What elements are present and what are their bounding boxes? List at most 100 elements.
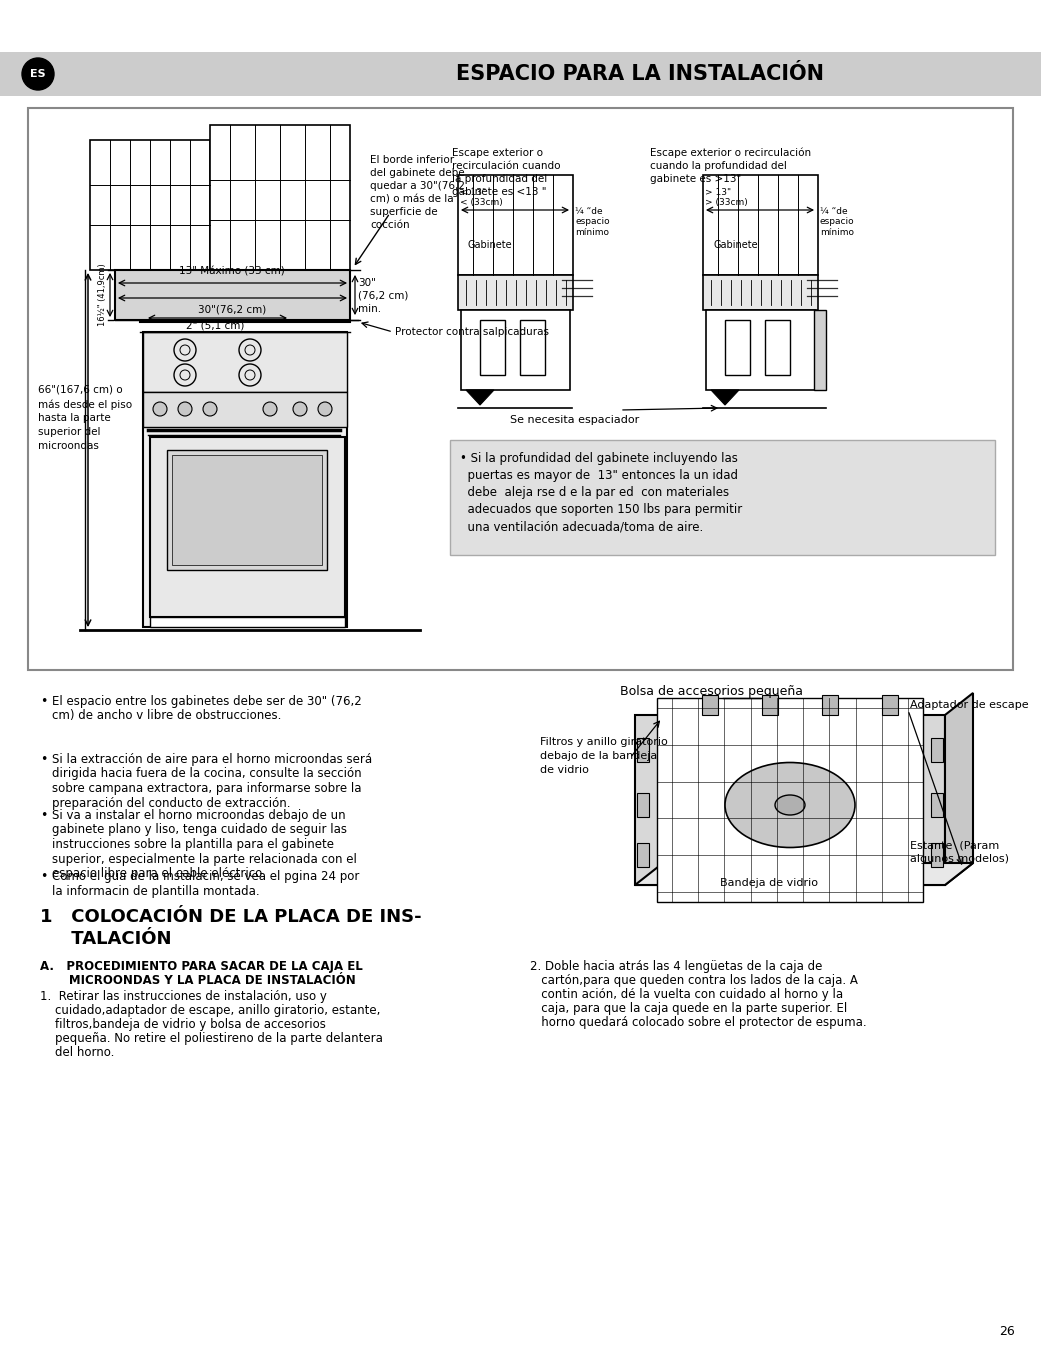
Text: filtros,bandeja de vidrio y bolsa de accesorios: filtros,bandeja de vidrio y bolsa de acc… [40, 1018, 326, 1031]
Bar [703, 275, 818, 310]
Bar [172, 455, 322, 565]
Bar [931, 843, 943, 867]
Text: 30"(76,2 cm): 30"(76,2 cm) [198, 305, 266, 316]
Bar [762, 695, 778, 715]
Bar [882, 695, 898, 715]
Text: preparación del conducto de extracción.: preparación del conducto de extracción. [52, 796, 290, 809]
Polygon shape [635, 715, 945, 885]
Text: hasta la parte: hasta la parte [39, 413, 110, 424]
Bar [706, 310, 815, 390]
Text: 26: 26 [999, 1325, 1015, 1338]
Text: 1.  Retirar las instrucciones de instalación, uso y: 1. Retirar las instrucciones de instalac… [40, 990, 327, 1004]
Text: sobre campana extractora, para informarse sobre la: sobre campana extractora, para informars… [52, 782, 361, 795]
Bar [450, 440, 995, 554]
Text: Si la extracción de aire para el horno microondas será: Si la extracción de aire para el horno m… [52, 753, 372, 766]
Bar [637, 738, 649, 762]
Text: la informacin de plantilla montada.: la informacin de plantilla montada. [52, 885, 259, 897]
Text: •: • [40, 695, 48, 708]
Bar [702, 695, 718, 715]
Text: Protector contra salpicaduras: Protector contra salpicaduras [395, 326, 549, 337]
Text: 16½" (41,9cm): 16½" (41,9cm) [98, 263, 107, 326]
Text: MICROONDAS Y LA PLACA DE INSTALACIÓN: MICROONDAS Y LA PLACA DE INSTALACIÓN [40, 974, 356, 987]
Polygon shape [945, 693, 973, 885]
Ellipse shape [725, 762, 855, 847]
Bar [115, 270, 350, 320]
Text: Escape exterior o recirculación: Escape exterior o recirculación [650, 148, 811, 158]
Text: superficie de: superficie de [370, 206, 437, 217]
Text: instrucciones sobre la plantilla para el gabinete: instrucciones sobre la plantilla para el… [52, 838, 334, 851]
Text: caja, para que la caja quede en la parte superior. El: caja, para que la caja quede en la parte… [530, 1002, 847, 1014]
Text: Bandeja de vidrio: Bandeja de vidrio [720, 878, 818, 888]
Bar [822, 695, 838, 715]
Text: •: • [40, 870, 48, 884]
Text: espacio libre para el cable eléctrico.: espacio libre para el cable eléctrico. [52, 867, 265, 880]
Bar [703, 175, 818, 275]
Text: gabinete es <13 ": gabinete es <13 " [452, 188, 547, 197]
Text: Adaptador de escape: Adaptador de escape [910, 700, 1029, 710]
Bar [150, 437, 345, 616]
Text: contin ación, dé la vuelta con cuidado al horno y la: contin ación, dé la vuelta con cuidado a… [530, 987, 843, 1001]
Text: cm) de ancho v libre de obstrucciones.: cm) de ancho v libre de obstrucciones. [52, 710, 281, 723]
Text: Como el gua de la instalacin, se vea el pgina 24 por: Como el gua de la instalacin, se vea el … [52, 870, 359, 884]
Bar [461, 310, 570, 390]
Text: 2. Doble hacia atrás las 4 lengüetas de la caja de: 2. Doble hacia atrás las 4 lengüetas de … [530, 960, 822, 973]
Text: debajo de la bandeja: debajo de la bandeja [540, 751, 657, 761]
Text: El espacio entre los gabinetes debe ser de 30" (76,2: El espacio entre los gabinetes debe ser … [52, 695, 362, 708]
Text: gabinete plano y liso, tenga cuidado de seguir las: gabinete plano y liso, tenga cuidado de … [52, 823, 347, 836]
Circle shape [318, 402, 332, 415]
Text: pequeña. No retire el poliestireno de la parte delantera: pequeña. No retire el poliestireno de la… [40, 1032, 383, 1045]
Text: min.: min. [358, 304, 381, 314]
Bar [480, 320, 505, 375]
Bar [90, 140, 210, 270]
Bar [725, 320, 750, 375]
Text: Escape exterior o: Escape exterior o [452, 148, 543, 158]
Polygon shape [657, 697, 923, 902]
Text: El borde inferior: El borde inferior [370, 155, 454, 165]
Bar [814, 310, 826, 390]
Text: Bolsa de accesorios pequeña: Bolsa de accesorios pequeña [620, 685, 803, 697]
Bar [167, 451, 327, 571]
Text: A.   PROCEDIMIENTO PARA SACAR DE LA CAJA EL: A. PROCEDIMIENTO PARA SACAR DE LA CAJA E… [40, 960, 362, 973]
Text: 66"(167,6 cm) o: 66"(167,6 cm) o [39, 384, 123, 395]
Polygon shape [711, 390, 739, 405]
Text: ES: ES [30, 69, 46, 80]
Bar [28, 108, 1013, 670]
Bar [150, 616, 345, 627]
Text: debe  aleja rse d e la par ed  con materiales: debe aleja rse d e la par ed con materia… [460, 486, 729, 499]
Text: adecuados que soporten 150 lbs para permitir: adecuados que soporten 150 lbs para perm… [460, 503, 742, 517]
Bar [143, 332, 347, 393]
Bar [931, 793, 943, 817]
Text: de vidrio: de vidrio [540, 765, 589, 774]
Text: 2" (5,1 cm): 2" (5,1 cm) [185, 321, 245, 331]
Text: cocción: cocción [370, 220, 409, 229]
Text: ESPACIO PARA LA INSTALACIÓN: ESPACIO PARA LA INSTALACIÓN [456, 63, 824, 84]
Text: horno quedará colocado sobre el protector de espuma.: horno quedará colocado sobre el protecto… [530, 1016, 866, 1029]
Text: algunos modelos): algunos modelos) [910, 854, 1009, 863]
Bar [931, 738, 943, 762]
Bar [637, 843, 649, 867]
Bar [458, 275, 573, 310]
Text: la profundidad del: la profundidad del [452, 174, 548, 183]
Polygon shape [466, 390, 494, 405]
Text: una ventilación adecuada/toma de aire.: una ventilación adecuada/toma de aire. [460, 519, 704, 533]
Bar [458, 175, 573, 275]
Bar [520, 320, 545, 375]
Bar [637, 793, 649, 817]
Text: gabinete es >13": gabinete es >13" [650, 174, 741, 183]
Text: Estante  (Param: Estante (Param [910, 840, 999, 850]
Text: ¼ “de
espacio
mínimo: ¼ “de espacio mínimo [820, 206, 855, 237]
Text: cuando la profundidad del: cuando la profundidad del [650, 161, 787, 171]
Bar [143, 332, 347, 627]
Text: 13" Máximo (33 cm): 13" Máximo (33 cm) [179, 266, 285, 277]
Polygon shape [635, 863, 973, 885]
Text: Se necesita espaciador: Se necesita espaciador [510, 415, 639, 425]
Circle shape [263, 402, 277, 415]
Text: recirculación cuando: recirculación cuando [452, 161, 560, 171]
Text: cartón,para que queden contra los lados de la caja. A: cartón,para que queden contra los lados … [530, 974, 858, 987]
Text: Si va a instalar el horno microondas debajo de un: Si va a instalar el horno microondas deb… [52, 809, 346, 822]
Text: puertas es mayor de  13" entonces la un idad: puertas es mayor de 13" entonces la un i… [460, 469, 738, 482]
Bar [143, 393, 347, 428]
Text: < 13"
< (33cm): < 13" < (33cm) [460, 188, 503, 206]
Text: del horno.: del horno. [40, 1045, 115, 1059]
Text: superior del: superior del [39, 428, 101, 437]
